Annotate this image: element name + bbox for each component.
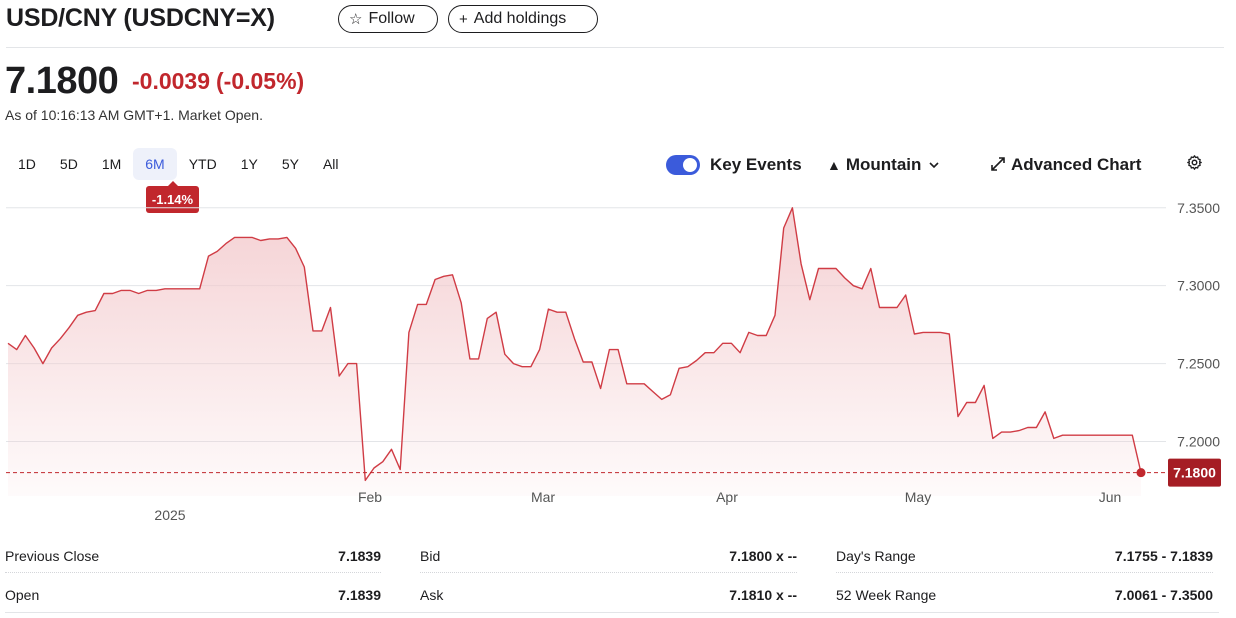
stat-value: 7.1839 (338, 548, 381, 564)
advanced-chart-button[interactable]: Advanced Chart (990, 152, 1141, 178)
quote-header: USD/CNY (USDCNY=X) ☆ Follow + Add holdin… (6, 0, 1224, 48)
stat-label: Bid (420, 548, 441, 564)
price-line (7, 207, 1142, 482)
price-change-percent: (-0.05%) (216, 68, 305, 94)
toggle-switch[interactable] (666, 155, 700, 175)
y-tick-label: 7.2500 (1177, 356, 1220, 372)
range-tab-1m[interactable]: 1M (101, 156, 122, 172)
follow-button[interactable]: ☆ Follow (338, 5, 438, 33)
x-tick-label: Apr (716, 489, 738, 505)
stat-bid: Bid 7.1800 x -- (420, 537, 797, 573)
add-holdings-label: Add holdings (473, 10, 567, 27)
y-tick-label: 7.3500 (1177, 200, 1220, 216)
range-tab-all[interactable]: All (322, 156, 339, 172)
quote-stats: Previous Close 7.1839 Open 7.1839 Bid 7.… (5, 537, 1219, 613)
stat-label: Previous Close (5, 548, 100, 564)
stat-days-range: Day's Range 7.1755 - 7.1839 (836, 537, 1213, 573)
range-tabs: 1D 5D 1M 6M YTD 1Y 5Y All (6, 148, 351, 180)
chart-settings-button[interactable] (1186, 152, 1203, 178)
x-tick-label: Mar (531, 489, 555, 505)
stat-value: 7.1755 - 7.1839 (1114, 548, 1213, 564)
stat-value: 7.1839 (338, 587, 381, 603)
range-change-badge: -1.14% (146, 181, 199, 213)
stat-value: 7.1810 x -- (729, 587, 797, 603)
x-year-label: 2025 (154, 507, 185, 523)
range-tab-ytd[interactable]: YTD (188, 156, 217, 172)
x-tick-label: Feb (358, 489, 382, 505)
advanced-chart-label: Advanced Chart (1011, 155, 1142, 174)
range-tab-6m[interactable]: 6M (133, 148, 177, 180)
stat-value: 7.1800 x -- (729, 548, 797, 564)
chart-type-dropdown[interactable]: ▲ Mountain (827, 152, 939, 178)
last-price-dot (1136, 468, 1146, 478)
range-tab-5d[interactable]: 5D (59, 156, 78, 172)
y-tick-label: 7.2000 (1177, 433, 1220, 449)
plus-icon: + (459, 10, 468, 28)
stat-label: Ask (420, 587, 444, 603)
key-events-label: Key Events (710, 155, 802, 174)
stat-label: Day's Range (836, 548, 916, 564)
stat-label: 52 Week Range (836, 587, 937, 603)
add-holdings-button[interactable]: + Add holdings (448, 5, 598, 33)
range-tab-1y[interactable]: 1Y (240, 156, 258, 172)
market-status: As of 10:16:13 AM GMT+1. Market Open. (5, 107, 263, 123)
stat-ask: Ask 7.1810 x -- (420, 576, 797, 612)
stat-open: Open 7.1839 (5, 576, 381, 612)
stat-52-week-range: 52 Week Range 7.0061 - 7.3500 (836, 576, 1213, 612)
key-events-toggle[interactable]: Key Events (666, 152, 802, 178)
y-tick-label: 7.3000 (1177, 278, 1220, 294)
x-tick-label: Jun (1099, 489, 1122, 505)
stat-value: 7.0061 - 7.3500 (1114, 587, 1213, 603)
page-title: USD/CNY (USDCNY=X) (6, 4, 275, 32)
range-tab-1d[interactable]: 1D (18, 156, 36, 172)
price-chart[interactable]: 7.3500 7.3000 7.2500 7.2000 7.1800 Feb Mar Apr M… (0, 196, 1236, 531)
price-change: -0.0039 (-0.05%) (132, 68, 304, 95)
last-price-label-bg (1168, 458, 1221, 487)
chevron-down-icon (929, 158, 939, 172)
stat-previous-close: Previous Close 7.1839 (5, 537, 381, 573)
x-tick-label: May (905, 489, 931, 505)
stat-label: Open (5, 587, 40, 603)
chart-type-label: Mountain (845, 155, 922, 174)
last-price-label: 7.1800 (1173, 465, 1216, 481)
price-area (8, 207, 1141, 497)
price-change-value: -0.0039 (132, 68, 211, 94)
star-outline-icon: ☆ (349, 11, 363, 28)
follow-button-label: Follow (368, 10, 415, 27)
expand-arrows-icon (990, 156, 1006, 175)
current-price: 7.1800 (5, 60, 119, 102)
range-tab-5y[interactable]: 5Y (281, 156, 299, 172)
gear-icon (1186, 154, 1203, 176)
stats-divider (5, 612, 1219, 613)
mountain-icon: ▲ (827, 157, 841, 173)
